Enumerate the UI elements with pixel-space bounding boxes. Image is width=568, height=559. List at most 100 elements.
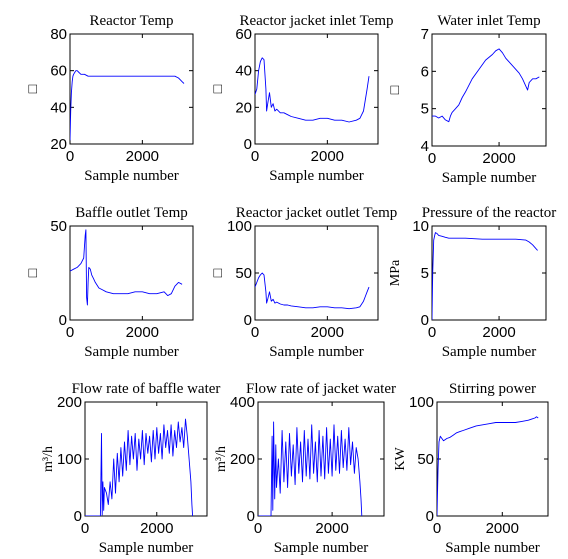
subplot-title: Reactor Temp	[89, 13, 173, 29]
x-axis-label: Sample number	[274, 540, 369, 556]
y-tick-label: 4	[421, 138, 429, 155]
x-tick-label: 2000	[126, 148, 159, 165]
y-tick-label: 7	[421, 26, 429, 43]
y-axis-label: m³/h	[214, 446, 229, 472]
series-line	[85, 418, 194, 516]
y-axis-label: KW	[393, 447, 408, 471]
x-tick-label: 0	[428, 150, 436, 167]
subplot-title: Baffle outlet Temp	[75, 205, 188, 221]
y-tick-label: 200	[57, 394, 82, 411]
y-tick-label: 0	[244, 312, 252, 329]
y-tick-label: 400	[230, 394, 255, 411]
subplot-title: Flow rate of jacket water	[246, 381, 396, 397]
x-axis-label: Sample number	[269, 168, 364, 184]
x-tick-label: 0	[428, 324, 436, 341]
y-axis-label: □	[211, 268, 226, 277]
y-tick-label: 200	[230, 451, 255, 468]
y-tick-label: 0	[244, 136, 252, 153]
x-tick-label: 2000	[486, 520, 519, 537]
series-line	[70, 70, 185, 141]
axes-box	[254, 225, 379, 321]
x-axis-label: Sample number	[84, 344, 179, 360]
x-tick-label: 2000	[311, 148, 344, 165]
x-axis-label: Sample number	[99, 540, 194, 556]
series-line	[255, 57, 370, 123]
x-axis-label: Sample number	[442, 344, 537, 360]
subplot-title: Reactor jacket outlet Temp	[236, 205, 398, 221]
y-axis-label: □	[211, 84, 226, 93]
x-tick-label: 2000	[482, 324, 515, 341]
y-tick-label: 100	[409, 394, 434, 411]
subplot-title: Stirring power	[449, 381, 536, 397]
y-tick-label: 5	[421, 101, 429, 118]
y-tick-label: 0	[74, 508, 82, 525]
y-tick-label: 20	[235, 99, 252, 116]
x-tick-label: 2000	[140, 520, 173, 537]
y-tick-label: 100	[227, 218, 252, 235]
x-tick-label: 0	[66, 148, 74, 165]
y-tick-label: 0	[426, 508, 434, 525]
x-axis-label: Sample number	[442, 170, 537, 186]
y-tick-label: 80	[50, 26, 67, 43]
axes-box	[69, 225, 194, 321]
axes-box	[254, 33, 379, 145]
subplot-baffle-outlet-temp: Baffle outlet Temp 0 50 0 2000 Sample number □	[26, 205, 194, 360]
y-tick-label: 60	[235, 26, 252, 43]
series-line	[70, 229, 183, 306]
y-tick-label: 50	[417, 451, 434, 468]
y-tick-label: 10	[412, 218, 429, 235]
subplot-reactor-jacket-outlet-temp: Reactor jacket outlet Temp 0 50 100 0 2000 Sam…	[211, 205, 397, 360]
x-tick-label: 0	[66, 324, 74, 341]
y-axis-label: □	[388, 85, 403, 94]
axes-box	[431, 225, 547, 321]
y-axis-label: m³/h	[41, 446, 56, 472]
series-line	[258, 421, 363, 516]
y-tick-label: 60	[50, 63, 67, 80]
x-tick-label: 0	[254, 520, 262, 537]
y-axis-label: □	[26, 268, 41, 277]
subplot-flow-rate-of-jacket-water: Flow rate of jacket water 0 200 400 0 2000 Sam…	[214, 381, 396, 556]
x-tick-label: 0	[81, 520, 89, 537]
series-line	[437, 416, 539, 516]
subplot-title: Pressure of the reactor	[422, 205, 557, 221]
subplot-stirring-power: Stirring power 0 50 100 0 2000 Sample number KW	[393, 381, 549, 556]
axes-box	[69, 33, 194, 145]
x-axis-label: Sample number	[84, 168, 179, 184]
y-axis-label: MPa	[388, 259, 403, 286]
x-tick-label: 0	[433, 520, 441, 537]
y-tick-label: 50	[235, 265, 252, 282]
y-tick-label: 50	[50, 218, 67, 235]
y-tick-label: 40	[235, 63, 252, 80]
y-tick-label: 0	[247, 508, 255, 525]
subplot-reactor-jacket-inlet-temp: Reactor jacket inlet Temp 0 20 40 60 0 2000 Sam…	[211, 13, 394, 184]
y-tick-label: 0	[59, 312, 67, 329]
subplot-pressure-of-the-reactor: Pressure of the reactor 0 5 10 0 2000 Sample n…	[388, 205, 556, 360]
x-tick-label: 2000	[311, 324, 344, 341]
axes-box	[431, 33, 547, 147]
y-tick-label: 0	[421, 312, 429, 329]
x-axis-label: Sample number	[269, 344, 364, 360]
y-tick-label: 20	[50, 136, 67, 153]
subplot-title: Flow rate of baffle water	[72, 381, 221, 397]
y-tick-label: 100	[57, 451, 82, 468]
x-tick-label: 0	[251, 148, 259, 165]
series-line	[432, 232, 538, 320]
subplot-water-inlet-temp: Water inlet Temp 4 5 6 7 0 2000 Sample number □	[388, 13, 547, 186]
y-axis-label: □	[26, 84, 41, 93]
x-tick-label: 2000	[482, 150, 515, 167]
subplot-title: Water inlet Temp	[437, 13, 540, 29]
x-tick-label: 2000	[315, 520, 348, 537]
x-tick-label: 0	[251, 324, 259, 341]
series-line	[255, 272, 370, 310]
subplot-title: Reactor jacket inlet Temp	[239, 13, 393, 29]
series-line	[432, 48, 540, 123]
y-tick-label: 5	[421, 265, 429, 282]
x-axis-label: Sample number	[445, 540, 540, 556]
y-tick-label: 6	[421, 63, 429, 80]
axes-box	[257, 401, 385, 517]
y-tick-label: 40	[50, 99, 67, 116]
x-tick-label: 2000	[126, 324, 159, 341]
subplot-reactor-temp: Reactor Temp 20 40 60 80 0 2000 Sample number □	[26, 13, 194, 184]
